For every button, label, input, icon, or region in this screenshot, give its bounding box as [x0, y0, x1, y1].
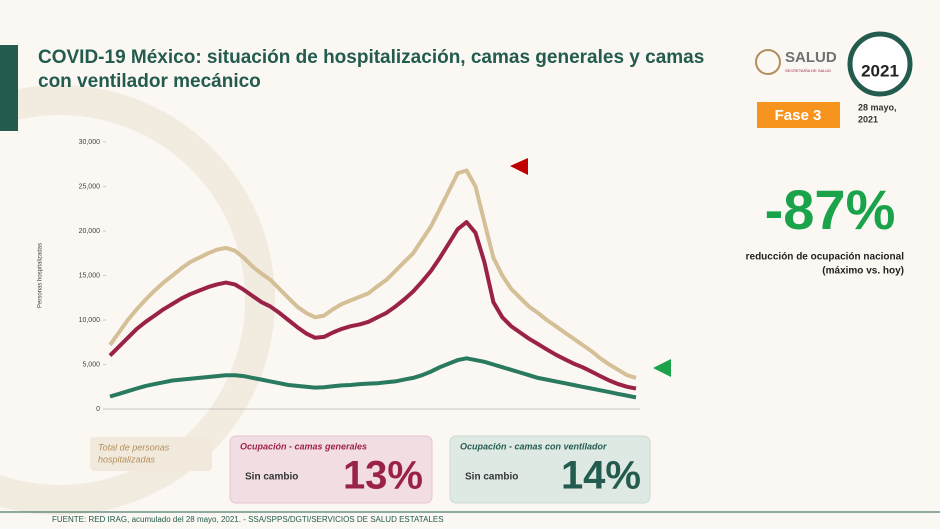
chart: Personas hospitalizadas 0 5,000 10,000 15,00…: [38, 139, 640, 413]
legend-label: Total de personas: [98, 442, 170, 452]
logo-emblem: [755, 49, 781, 75]
y-axis-label: Personas hospitalizadas: [38, 243, 44, 308]
y-tick-label: 0: [96, 406, 100, 413]
status: Sin cambio: [245, 472, 298, 483]
series-line: [108, 220, 637, 391]
logo-text: SALUD: [785, 49, 837, 66]
logo-subtext: SECRETARÍA DE SALUD: [785, 68, 831, 73]
y-tick-label: 25,000: [79, 183, 101, 190]
title: COVID-19 México: situación de hospitaliz…: [38, 47, 704, 68]
year-badge-text: 2021: [861, 61, 899, 80]
date: 28 mayo,: [858, 102, 897, 112]
percentage: 13%: [343, 454, 423, 498]
date: 2021: [858, 114, 878, 124]
headline: -87%: [765, 178, 896, 241]
y-tick-label: 10,000: [79, 317, 101, 324]
legend-box: [90, 437, 212, 471]
year-badge: [847, 31, 913, 97]
phase: Fase 3: [775, 107, 822, 124]
series-line: [109, 356, 637, 400]
phase-box: [757, 102, 840, 128]
y-tick-label: 15,000: [79, 272, 101, 279]
current-marker: [653, 359, 671, 377]
legend-label: hospitalizadas: [98, 454, 156, 464]
legend-box: [449, 435, 651, 504]
y-tick-label: 5,000: [82, 361, 100, 368]
footer: FUENTE: RED IRAG, acumulado del 28 mayo,…: [52, 515, 444, 524]
legend-box: [229, 435, 433, 504]
peak-marker: [510, 158, 528, 175]
status: Sin cambio: [465, 472, 518, 483]
y-tick-label: 20,000: [79, 228, 101, 235]
y-tick-label: 30,000: [79, 139, 101, 146]
legend-label: Ocupación - camas generales: [240, 441, 367, 451]
headline-note: (máximo vs. hoy): [822, 266, 904, 277]
series-line: [108, 168, 637, 380]
title: con ventilador mecánico: [38, 71, 261, 92]
percentage: 14%: [561, 454, 641, 498]
accent-bar: [0, 45, 18, 131]
headline-note: reducción de ocupación nacional: [746, 252, 905, 263]
legend-label: Ocupación - camas con ventilador: [460, 441, 607, 451]
